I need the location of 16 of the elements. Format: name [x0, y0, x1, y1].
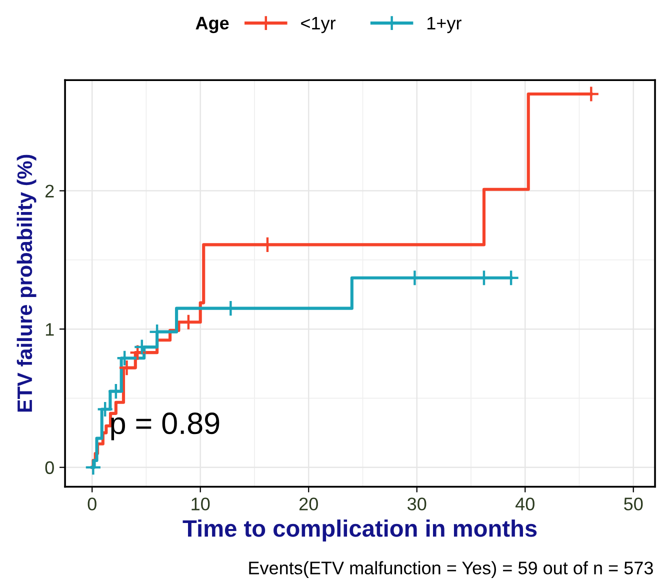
- x-axis-title: Time to complication in months: [182, 520, 537, 542]
- text: Events(ETV malfunction = Yes) = 59 out of n = 573: [249, 561, 653, 578]
- x-tick-label: 30: [408, 498, 426, 510]
- x-tick-label: 10: [192, 498, 210, 510]
- x-tick-label: 0: [88, 498, 96, 510]
- y-tick-label: 1: [46, 323, 54, 336]
- x-tick-label: 20: [299, 498, 318, 510]
- legend-title: Age: [196, 16, 229, 34]
- x-tick-label: 40: [516, 498, 534, 510]
- y-axis-title: ETV failure probability (%): [16, 154, 36, 412]
- y-tick-label: 2: [45, 184, 54, 198]
- x-tick-label: 50: [624, 498, 643, 510]
- legend-label: <1yr: [301, 16, 336, 34]
- legend-label: 1+yr: [427, 16, 462, 34]
- y-tick-label: 0: [45, 461, 54, 474]
- annotation: p = 0.89: [111, 412, 220, 440]
